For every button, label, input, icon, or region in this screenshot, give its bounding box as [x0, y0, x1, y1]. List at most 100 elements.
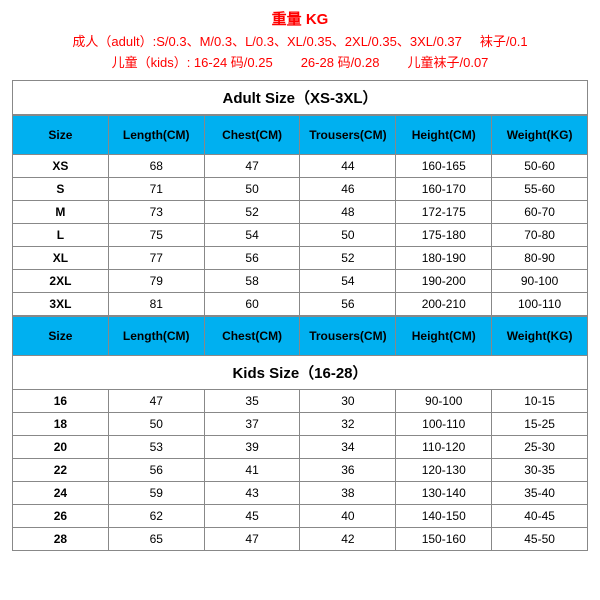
table-cell: 15-25: [492, 412, 588, 435]
table-cell: 46: [300, 177, 396, 200]
table-row: 1647353090-10010-15: [13, 389, 588, 412]
table-cell: 60: [204, 292, 300, 315]
table-cell: 50: [108, 412, 204, 435]
table-cell: 25-30: [492, 435, 588, 458]
table-row: 2XL795854190-20090-100: [13, 269, 588, 292]
table-row: 28654742150-16045-50: [13, 527, 588, 550]
table-cell: 30-35: [492, 458, 588, 481]
header-kids-range1: 儿童（kids）: 16-24 码/0.25: [112, 55, 273, 70]
table-cell: 65: [108, 527, 204, 550]
table-cell: 38: [300, 481, 396, 504]
table-cell: 54: [204, 223, 300, 246]
table-cell: 56: [108, 458, 204, 481]
table-cell: 100-110: [396, 412, 492, 435]
table-cell: 36: [300, 458, 396, 481]
table-cell: 35-40: [492, 481, 588, 504]
header-line-kids: 儿童（kids）: 16-24 码/0.2526-28 码/0.28儿童袜子/0…: [12, 53, 588, 74]
header-block: 重量 KG 成人（adult）:S/0.3、M/0.3、L/0.3、XL/0.3…: [12, 8, 588, 74]
col-chest: Chest(CM): [204, 115, 300, 154]
table-cell: 40: [300, 504, 396, 527]
table-cell: 3XL: [13, 292, 109, 315]
table-cell: 100-110: [492, 292, 588, 315]
table-cell: 90-100: [492, 269, 588, 292]
kids-section-title-row: Kids Size（16-28）: [13, 355, 588, 389]
table-cell: 59: [108, 481, 204, 504]
col-height: Height(CM): [396, 115, 492, 154]
table-row: S715046160-17055-60: [13, 177, 588, 200]
table-cell: 20: [13, 435, 109, 458]
table-cell: 180-190: [396, 246, 492, 269]
table-cell: 120-130: [396, 458, 492, 481]
table-cell: 45-50: [492, 527, 588, 550]
table-cell: 190-200: [396, 269, 492, 292]
col-trousers: Trousers(CM): [300, 316, 396, 355]
table-cell: 81: [108, 292, 204, 315]
table-cell: 26: [13, 504, 109, 527]
table-row: 26624540140-15040-45: [13, 504, 588, 527]
header-adult-socks: 袜子/0.1: [480, 34, 528, 49]
table-cell: 34: [300, 435, 396, 458]
table-cell: 200-210: [396, 292, 492, 315]
table-cell: S: [13, 177, 109, 200]
table-cell: 62: [108, 504, 204, 527]
table-cell: 37: [204, 412, 300, 435]
table-cell: 50: [300, 223, 396, 246]
table-cell: XL: [13, 246, 109, 269]
page-container: 重量 KG 成人（adult）:S/0.3、M/0.3、L/0.3、XL/0.3…: [0, 0, 600, 559]
table-cell: 130-140: [396, 481, 492, 504]
table-cell: 32: [300, 412, 396, 435]
adult-section-title: Adult Size（XS-3XL）: [12, 80, 588, 115]
table-cell: 52: [204, 200, 300, 223]
table-cell: 160-170: [396, 177, 492, 200]
table-cell: XS: [13, 154, 109, 177]
table-row: 20533934110-12025-30: [13, 435, 588, 458]
table-cell: 55-60: [492, 177, 588, 200]
table-cell: 43: [204, 481, 300, 504]
adult-header-row: Size Length(CM) Chest(CM) Trousers(CM) H…: [13, 115, 588, 154]
table-cell: 30: [300, 389, 396, 412]
table-cell: 39: [204, 435, 300, 458]
col-chest: Chest(CM): [204, 316, 300, 355]
table-row: XL775652180-19080-90: [13, 246, 588, 269]
table-row: 22564136120-13030-35: [13, 458, 588, 481]
table-cell: 28: [13, 527, 109, 550]
table-cell: 160-165: [396, 154, 492, 177]
table-row: 24594338130-14035-40: [13, 481, 588, 504]
table-cell: 110-120: [396, 435, 492, 458]
col-weight: Weight(KG): [492, 316, 588, 355]
header-kids-range2: 26-28 码/0.28: [301, 55, 380, 70]
table-cell: 80-90: [492, 246, 588, 269]
table-cell: 48: [300, 200, 396, 223]
table-cell: 44: [300, 154, 396, 177]
table-cell: 47: [204, 527, 300, 550]
col-trousers: Trousers(CM): [300, 115, 396, 154]
table-row: 3XL816056200-210100-110: [13, 292, 588, 315]
table-cell: 50-60: [492, 154, 588, 177]
table-cell: 35: [204, 389, 300, 412]
table-row: 18503732100-11015-25: [13, 412, 588, 435]
table-cell: 18: [13, 412, 109, 435]
table-cell: 73: [108, 200, 204, 223]
col-length: Length(CM): [108, 115, 204, 154]
header-line-adult: 成人（adult）:S/0.3、M/0.3、L/0.3、XL/0.35、2XL/…: [12, 32, 588, 53]
table-cell: 75: [108, 223, 204, 246]
table-cell: 24: [13, 481, 109, 504]
table-cell: 140-150: [396, 504, 492, 527]
table-cell: L: [13, 223, 109, 246]
table-cell: 60-70: [492, 200, 588, 223]
table-cell: 47: [108, 389, 204, 412]
table-cell: 56: [300, 292, 396, 315]
col-size: Size: [13, 115, 109, 154]
table-cell: 68: [108, 154, 204, 177]
table-cell: 41: [204, 458, 300, 481]
table-row: M735248172-17560-70: [13, 200, 588, 223]
table-cell: 77: [108, 246, 204, 269]
adult-size-table: Size Length(CM) Chest(CM) Trousers(CM) H…: [12, 115, 588, 316]
table-row: L755450175-18070-80: [13, 223, 588, 246]
table-cell: 54: [300, 269, 396, 292]
col-weight: Weight(KG): [492, 115, 588, 154]
col-size: Size: [13, 316, 109, 355]
table-cell: 172-175: [396, 200, 492, 223]
table-cell: 45: [204, 504, 300, 527]
col-height: Height(CM): [396, 316, 492, 355]
